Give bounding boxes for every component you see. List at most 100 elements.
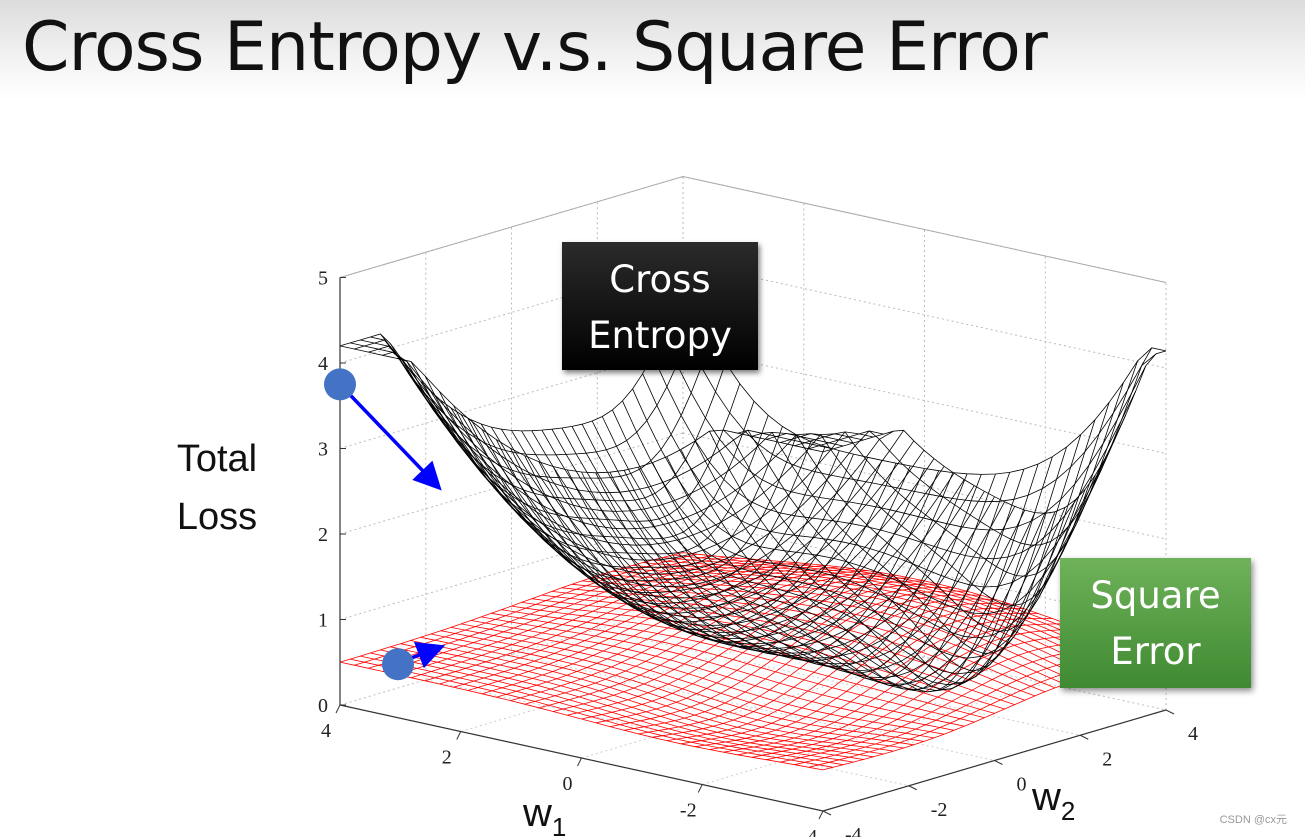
y-tick-mark	[1165, 709, 1175, 715]
cross-entropy-mesh-line	[652, 355, 1137, 560]
cross-entropy-mesh-line	[622, 400, 1106, 639]
square-error-mesh-line	[430, 633, 914, 746]
x-tick-label: 2	[442, 747, 452, 769]
cross-entropy-mesh-line	[672, 309, 1157, 503]
z-tick-label: 3	[318, 439, 328, 461]
square-error-legend-box: Square Error	[1060, 558, 1251, 688]
x-tick-mark	[697, 784, 703, 793]
cross-entropy-mesh-line	[642, 373, 1126, 588]
x-tick-mark	[818, 810, 824, 820]
x-tick-mark	[456, 731, 462, 740]
x-tick-mark	[577, 757, 582, 767]
y-tick-label: 2	[1102, 748, 1112, 770]
cross-entropy-mesh-line	[561, 427, 1046, 690]
cross-entropy-surface	[339, 282, 1167, 693]
square-error-mesh-line	[382, 556, 726, 672]
cross-entropy-mesh-line	[450, 407, 935, 626]
grid-line	[511, 654, 995, 761]
square-error-mesh-line	[420, 636, 904, 749]
cross-entropy-mesh-line	[360, 339, 844, 512]
y-axis-label: w2	[1031, 775, 1075, 826]
x-tick-label: -2	[680, 800, 697, 822]
square-error-mesh-line	[481, 616, 965, 727]
z-axis-label-line-1: Total	[176, 438, 258, 480]
y-axis-label-subscript: 2	[1061, 796, 1075, 826]
square-error-mesh-line	[400, 643, 884, 755]
x-axis-label-subscript: 1	[552, 812, 566, 837]
cross-entropy-label-line-2: Entropy	[588, 314, 732, 357]
cross-entropy-start-point	[324, 368, 356, 401]
square-error-mesh-line	[471, 620, 955, 731]
y-tick-mark	[908, 785, 917, 791]
gradient-markers	[324, 368, 446, 681]
square-error-mesh-line	[501, 609, 985, 719]
cross-entropy-mesh-line	[541, 429, 1026, 679]
cross-entropy-mesh-line	[581, 424, 1066, 692]
y-tick-mark	[822, 810, 832, 816]
y-tick-label: 4	[1188, 723, 1198, 745]
square-error-mesh-line	[350, 658, 834, 768]
y-tick-mark	[994, 760, 1003, 765]
z-tick-label: 2	[318, 524, 328, 546]
cross-entropy-mesh-line	[460, 414, 945, 633]
x-tick-label: 4	[321, 720, 331, 742]
z-tick-label: 1	[318, 610, 328, 632]
square-error-mesh-line	[592, 577, 1076, 682]
title-band	[0, 0, 1305, 100]
square-error-mesh-line	[339, 661, 824, 771]
cross-entropy-label-line-1: Cross	[609, 258, 711, 301]
cross-entropy-mesh-line	[571, 426, 1056, 693]
square-error-mesh-line	[390, 646, 874, 758]
square-error-mesh-line	[491, 612, 975, 723]
y-tick-label: 0	[1017, 774, 1027, 796]
square-error-mesh-line	[370, 652, 854, 763]
cross-entropy-mesh-line	[430, 391, 915, 609]
cross-entropy-mesh-line	[521, 430, 1005, 665]
square-error-start-point	[382, 648, 414, 681]
square-error-mesh-line	[440, 630, 924, 742]
square-error-mesh-line	[380, 649, 864, 760]
slide-title: Cross Entropy v.s. Square Error	[22, 8, 1048, 87]
y-tick-label: -4	[845, 824, 862, 837]
cross-entropy-mesh-line	[766, 402, 1110, 633]
cross-entropy-mesh-line	[612, 409, 1096, 659]
cross-entropy-mesh-line	[400, 357, 884, 575]
square-error-mesh-line	[450, 627, 935, 739]
z-axis-label: Total Loss	[166, 430, 268, 546]
square-error-label-line-2: Error	[1110, 630, 1201, 673]
cross-entropy-mesh-line	[680, 449, 1025, 691]
z-tick-label: 5	[318, 268, 328, 290]
square-error-mesh-line	[521, 602, 1005, 710]
cross-entropy-mesh-line	[662, 333, 1147, 531]
cross-entropy-mesh-line	[551, 429, 1036, 685]
x-tick-mark	[335, 704, 341, 714]
square-error-mesh-line	[612, 570, 1096, 676]
cross-entropy-mesh-line	[370, 336, 854, 530]
cross-entropy-mesh-line	[420, 381, 905, 599]
square-error-label-line-1: Square	[1090, 574, 1221, 617]
cross-entropy-mesh-line	[440, 400, 925, 618]
square-error-mesh-line	[602, 573, 1086, 679]
cross-entropy-mesh-line	[390, 343, 874, 561]
z-axis-label-line-2: Loss	[176, 496, 258, 538]
cross-entropy-mesh-line	[380, 333, 864, 546]
y-tick-label: -2	[931, 799, 948, 821]
x-axis-label: w1	[522, 791, 566, 837]
cross-entropy-mesh-line	[382, 351, 726, 502]
square-error-mesh-line	[461, 623, 945, 735]
cross-entropy-mesh-line	[632, 388, 1116, 615]
cross-entropy-legend-box: Cross Entropy	[562, 242, 758, 370]
cross-entropy-mesh-line	[480, 423, 965, 645]
cross-entropy-mesh-line	[591, 420, 1076, 686]
cross-entropy-mesh-line	[682, 282, 1167, 475]
z-tick-label: 4	[318, 353, 328, 375]
square-error-mesh-line	[410, 640, 894, 752]
cross-entropy-mesh-line	[601, 416, 1086, 675]
cross-entropy-gradient-arrow	[338, 383, 442, 491]
z-tick-label: 0	[318, 695, 328, 717]
grid-top-edge	[339, 175, 1167, 283]
x-tick-label: -4	[801, 826, 818, 837]
square-error-mesh-line	[531, 598, 1015, 705]
cross-entropy-mesh-line	[531, 430, 1016, 672]
